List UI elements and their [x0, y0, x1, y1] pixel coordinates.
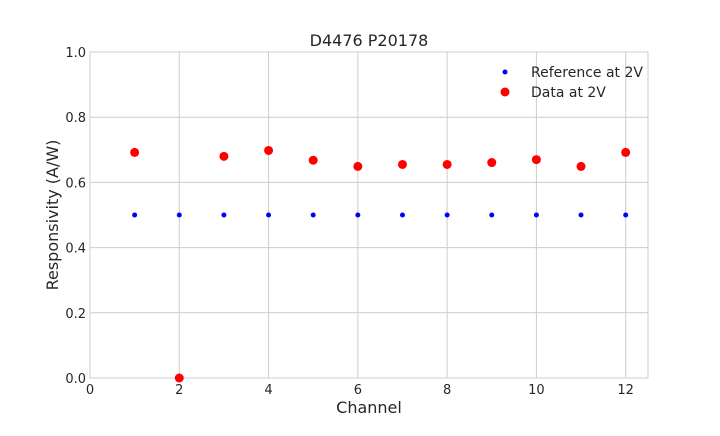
data-point [576, 161, 586, 171]
data-point [399, 212, 405, 218]
data-point [397, 159, 407, 169]
legend-label: Data at 2V [531, 85, 606, 101]
data-point [442, 159, 452, 169]
data-point [578, 212, 584, 218]
y-tick-label: 0.8 [65, 111, 86, 126]
y-tick-label: 0.6 [65, 176, 86, 191]
tick-labels: 0 2 4 6 8 10 12 0.0 0.2 0.4 0.6 0.8 1.0 [65, 46, 634, 398]
data-point [221, 212, 227, 218]
data-point [174, 373, 184, 383]
x-tick-label: 8 [443, 383, 451, 398]
data-point [621, 147, 631, 157]
x-tick-label: 2 [175, 383, 183, 398]
data-point [310, 212, 316, 218]
y-tick-label: 1.0 [65, 46, 86, 61]
data-point [308, 155, 318, 165]
data-point [353, 161, 363, 171]
data-point [489, 212, 495, 218]
y-axis-label: Responsivity (A/W) [43, 140, 62, 291]
data-point [266, 212, 272, 218]
data-point [533, 212, 539, 218]
data-point [623, 212, 629, 218]
x-tick-label: 4 [264, 383, 272, 398]
x-tick-label: 12 [617, 383, 634, 398]
data-point [130, 147, 140, 157]
data-point [264, 145, 274, 155]
y-tick-label: 0.2 [65, 307, 86, 322]
legend: Reference at 2V Data at 2V [500, 65, 643, 101]
y-tick-label: 0.4 [65, 242, 86, 257]
data-point [176, 212, 182, 218]
data-point [219, 151, 229, 161]
x-tick-label: 10 [528, 383, 545, 398]
x-tick-label: 6 [354, 383, 362, 398]
legend-marker [502, 69, 508, 75]
data-point [355, 212, 361, 218]
y-tick-label: 0.0 [65, 372, 86, 387]
legend-marker [500, 87, 510, 97]
chart-title: D4476 P20178 [310, 31, 429, 50]
legend-label: Reference at 2V [531, 65, 643, 81]
plot-frame [89, 51, 649, 379]
x-tick-label: 0 [86, 383, 94, 398]
x-axis-label: Channel [336, 398, 402, 417]
data-points [130, 145, 631, 383]
data-point [132, 212, 138, 218]
data-point [444, 212, 450, 218]
data-point [487, 158, 497, 168]
data-point [531, 155, 541, 165]
